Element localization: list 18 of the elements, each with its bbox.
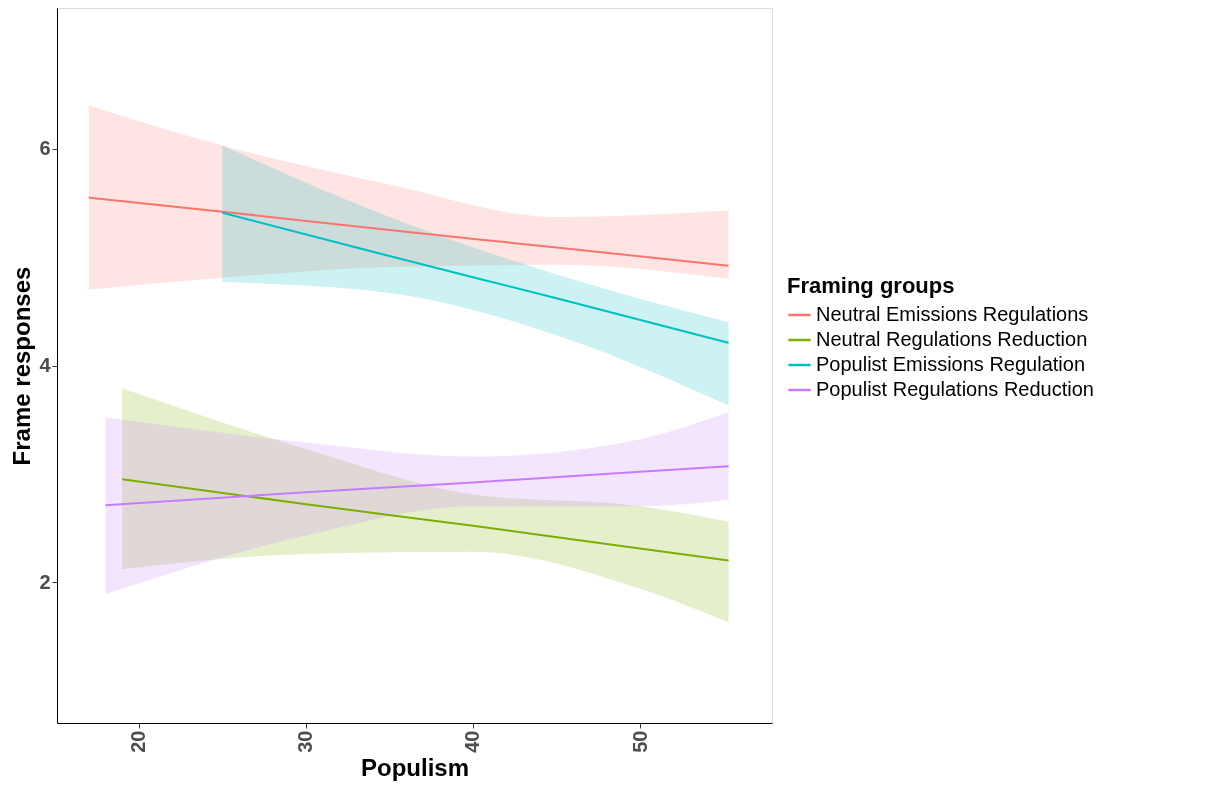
y-tick-label: 2 <box>39 570 51 593</box>
legend-label: Populist Regulations Reduction <box>816 378 1094 400</box>
x-tick-label: 30 <box>294 730 317 753</box>
legend-label: Populist Emissions Regulation <box>816 353 1086 375</box>
line-series <box>121 478 730 562</box>
x-axis-title: Populism <box>360 753 470 781</box>
line-series <box>104 465 730 507</box>
x-tick-label: 40 <box>461 730 484 753</box>
y-tick-label: 4 <box>39 354 52 376</box>
legend-title: Framing groups <box>787 272 955 298</box>
y-tick-label: 6 <box>39 137 51 160</box>
y-axis-title: Frame responses <box>8 266 36 466</box>
x-tick-label: 20 <box>127 730 150 753</box>
x-tick-label: 50 <box>628 730 651 753</box>
legend-label: Neutral Regulations Reduction <box>816 328 1088 350</box>
legend-label: Neutral Emissions Regulations <box>816 303 1089 325</box>
line-series <box>87 196 730 267</box>
line-series <box>221 211 730 344</box>
